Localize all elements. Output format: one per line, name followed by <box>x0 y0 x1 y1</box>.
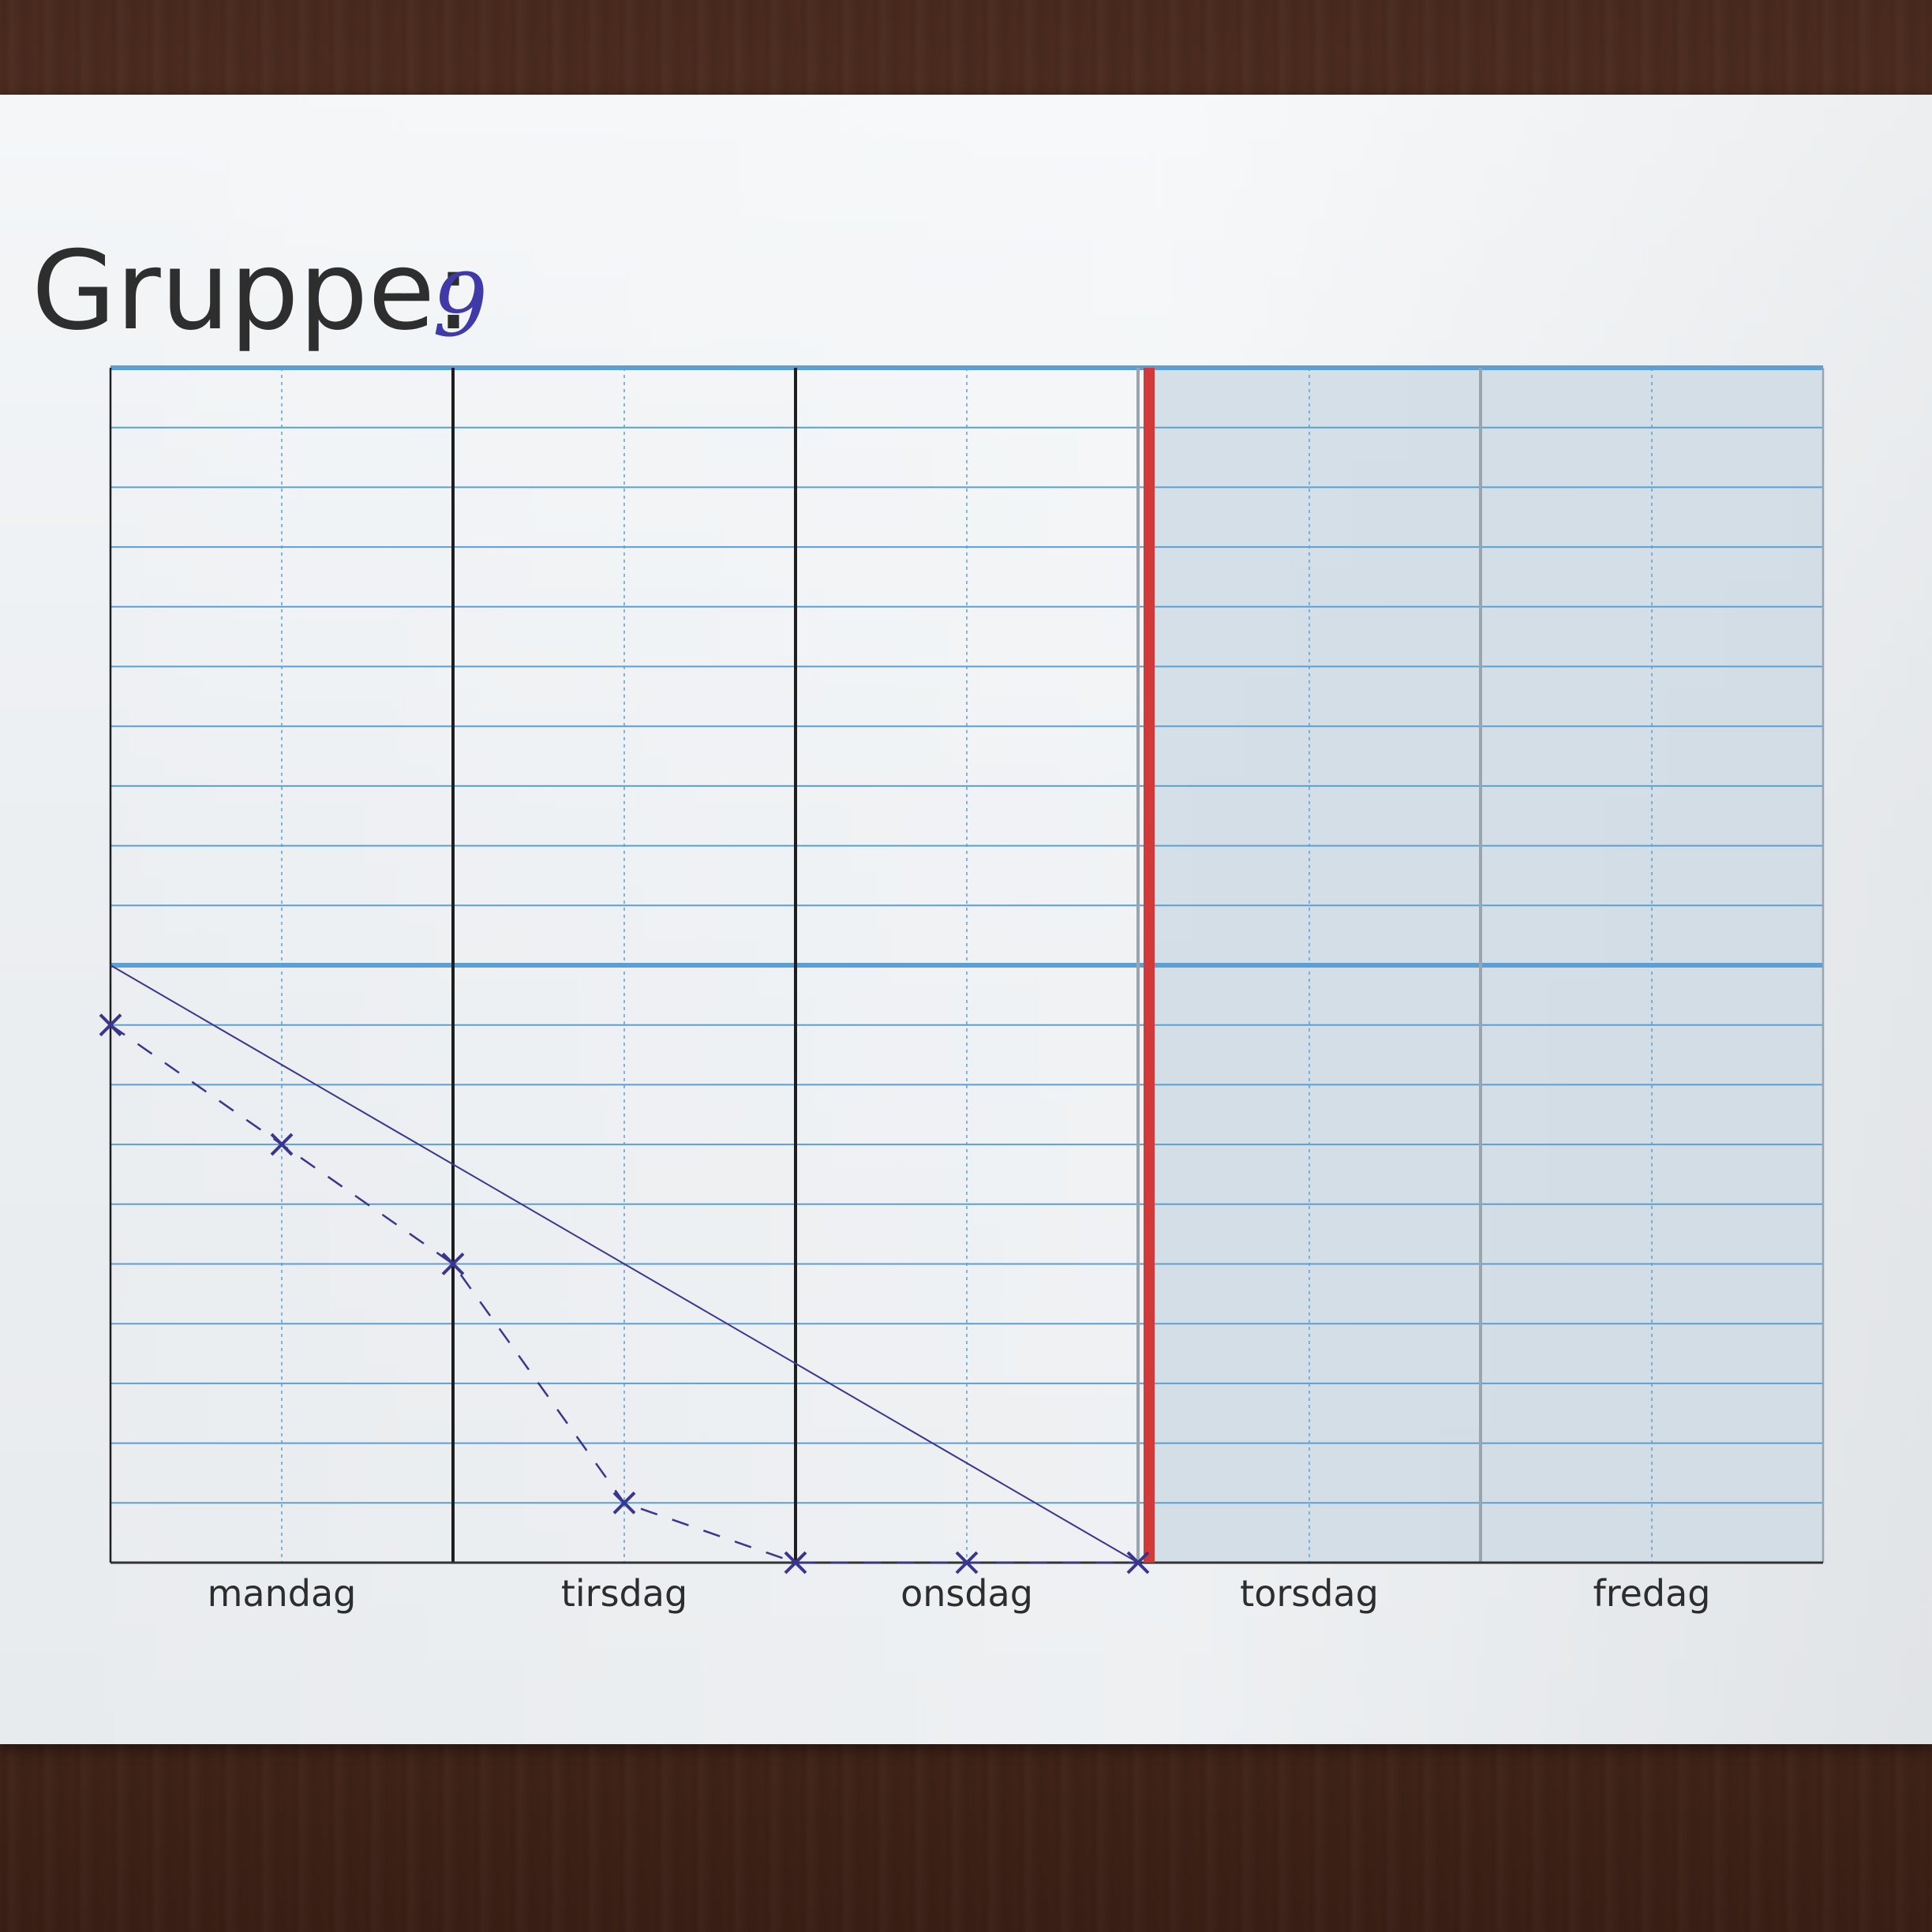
data-point-marker <box>1126 1551 1150 1574</box>
day-label: torsdag <box>1240 1572 1379 1615</box>
data-point-marker <box>612 1491 636 1515</box>
day-label: onsdag <box>900 1572 1033 1615</box>
day-label: fredag <box>1593 1572 1711 1615</box>
data-point-marker <box>99 1013 122 1037</box>
group-label: Gruppe: <box>32 227 472 354</box>
data-point-marker <box>441 1252 465 1275</box>
data-point-marker <box>784 1551 807 1574</box>
ideal-burndown-line <box>110 964 1139 1563</box>
day-label: tirsdag <box>560 1572 688 1615</box>
data-point-marker <box>955 1551 979 1574</box>
data-point-marker <box>270 1133 294 1156</box>
group-number-handwritten: 9 <box>432 255 488 356</box>
day-label: mandag <box>207 1572 357 1615</box>
